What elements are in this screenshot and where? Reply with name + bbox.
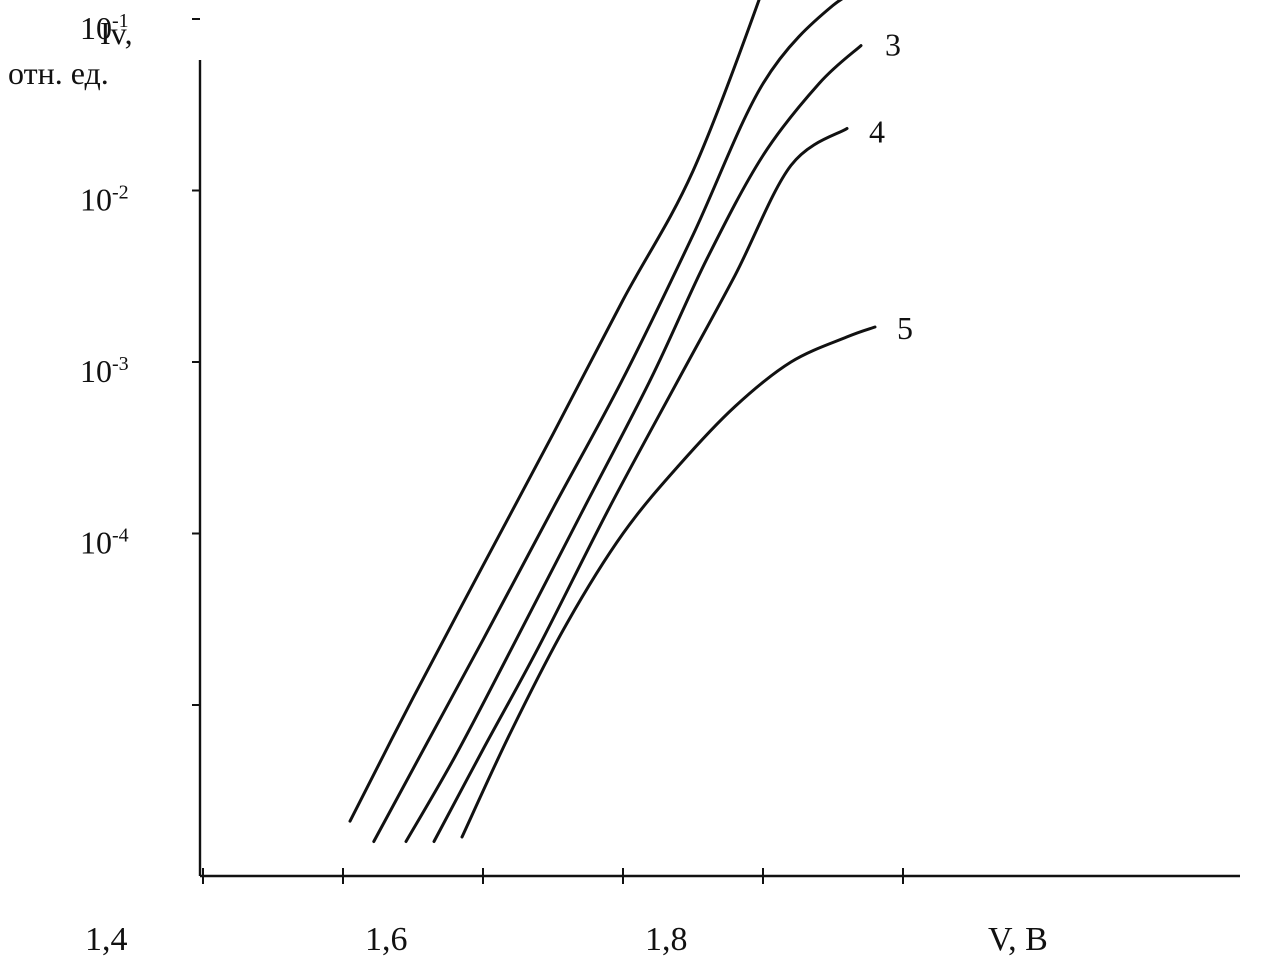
- y-tick-label-2: 10-3: [80, 353, 129, 389]
- y-tick-label-1: 10-2: [80, 182, 129, 218]
- x-axis-label: V, B: [988, 921, 1048, 958]
- curves: [348, 0, 877, 843]
- series-5-label: 5: [897, 310, 913, 346]
- y-tick-label-3: 10-4: [80, 525, 129, 561]
- y-axis-label-line2: отн. ед.: [8, 55, 109, 91]
- series-4-line: [432, 127, 849, 843]
- x-tick-label-1: 1,6: [365, 921, 408, 958]
- x-tick-label-0: 1,4: [85, 921, 128, 958]
- series-4-label: 4: [869, 113, 885, 149]
- x-ticks: 1,4 1,6 1,8: [85, 868, 904, 958]
- series-5-line: [460, 325, 877, 839]
- y-axis-label-line1: Iv,: [100, 15, 133, 51]
- y-tick-label-0: 10-1: [80, 10, 129, 46]
- series-labels: 12345: [869, 27, 913, 346]
- axes: [198, 60, 1240, 878]
- series-3-line: [404, 44, 863, 843]
- x-tick-label-2: 1,8: [645, 921, 688, 958]
- series-3-label: 3: [885, 27, 901, 63]
- series-1-line: [348, 0, 761, 823]
- series-2-line: [372, 0, 844, 843]
- y-ticks: 10-1 10-2 10-3 10-4: [80, 10, 200, 706]
